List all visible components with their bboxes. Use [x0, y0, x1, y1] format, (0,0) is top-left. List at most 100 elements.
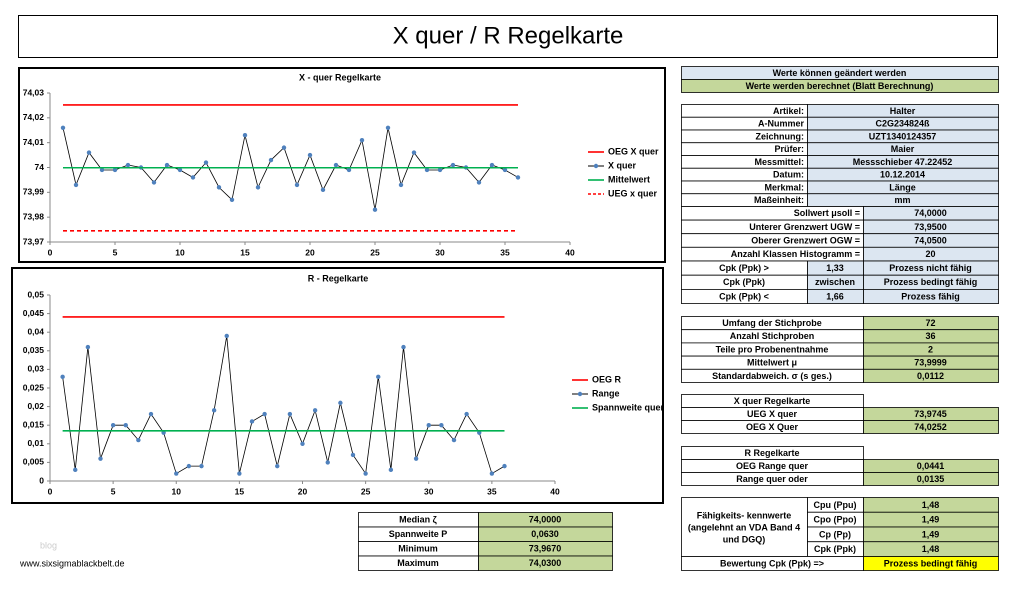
cell-text: 73,9500 — [914, 222, 947, 232]
x-tick-label: 20 — [298, 486, 308, 496]
x-tick-label: 35 — [500, 247, 510, 257]
x-tick-label: 10 — [172, 486, 182, 496]
cell-text: Anzahl Klassen Histogramm = — [731, 249, 860, 259]
cell-text: 73,9670 — [529, 544, 562, 554]
y-tick-label: 0,035 — [23, 345, 45, 355]
data-point — [426, 423, 431, 428]
cell-text: Cpk (Ppk) > — [719, 263, 769, 273]
data-point — [174, 471, 179, 476]
cell-text: 1,49 — [922, 529, 940, 539]
chart-box — [18, 67, 666, 263]
y-tick-label: 0,015 — [23, 419, 45, 429]
cell-text: 73,9745 — [914, 409, 947, 419]
x-tick-label: 0 — [48, 486, 53, 496]
cell-text: Werte können geändert werden — [773, 68, 907, 78]
table-cell — [863, 420, 999, 434]
cell-text: OEG Range quer — [736, 461, 809, 471]
footer-url: www.sixsigmablackbelt.de — [19, 558, 125, 568]
cell-text: 74,0000 — [529, 515, 562, 525]
data-point — [325, 460, 330, 465]
data-point — [242, 133, 248, 138]
x-tick-label: 40 — [565, 247, 575, 257]
page-title: X quer / R Regelkarte — [393, 22, 624, 49]
cell-text: Cpo (Ppo) — [814, 515, 857, 525]
cell-text: Artikel: — [773, 106, 804, 116]
data-point — [275, 463, 280, 469]
legend-label: X quer — [608, 160, 637, 170]
cell-text: Fähigkeits- kennwerte — [697, 510, 792, 520]
data-point — [515, 175, 521, 180]
legend-marker — [577, 391, 583, 397]
cell-text: 1,48 — [922, 500, 940, 510]
data-point — [300, 441, 305, 446]
data-point — [307, 152, 313, 158]
cell-text: Cpk (Ppk) < — [719, 291, 769, 301]
y-tick-label: 0,04 — [27, 326, 44, 336]
data-point — [203, 160, 209, 165]
table-cell — [863, 288, 999, 304]
cell-text: Merkmal: — [764, 182, 804, 192]
data-point — [312, 408, 318, 413]
cell-text: Datum: — [773, 170, 804, 180]
x-tick-label: 20 — [305, 247, 315, 257]
cell-text: 20 — [925, 249, 935, 259]
x-tick-label: 0 — [48, 247, 53, 257]
y-tick-label: 0,005 — [23, 457, 45, 467]
x-tick-label: 25 — [361, 486, 371, 496]
data-point — [73, 467, 78, 473]
chart-title: X - quer Regelkarte — [299, 72, 381, 82]
data-point — [98, 456, 103, 461]
cell-text: 74,0252 — [914, 422, 947, 432]
cell-text: 74,0500 — [914, 235, 947, 245]
cell-text: (angelehnt an VDA Band 4 — [688, 522, 800, 532]
y-tick-label: 0,02 — [27, 401, 44, 411]
cell-text: 1,48 — [922, 544, 940, 554]
data-point — [123, 423, 128, 428]
y-tick-label: 0,045 — [23, 308, 45, 318]
data-point — [164, 162, 170, 168]
cell-text: und DGQ) — [723, 534, 766, 544]
y-tick-label: 73,98 — [23, 211, 45, 221]
data-point — [388, 467, 394, 473]
cell-text: Range quer oder — [736, 474, 808, 484]
cell-text: X quer Regelkarte — [734, 396, 811, 406]
data-point — [376, 374, 381, 380]
cell-text: Länge — [889, 182, 916, 192]
data-point — [401, 344, 406, 350]
x-tick-label: 35 — [487, 486, 497, 496]
data-point — [73, 182, 79, 188]
data-point — [346, 167, 352, 173]
data-point — [190, 175, 196, 180]
cell-text: 1,33 — [826, 263, 844, 273]
cell-text: Median ζ — [399, 515, 437, 525]
data-point — [413, 456, 419, 461]
data-point — [60, 374, 65, 380]
legend-marker — [593, 163, 599, 169]
cell-text: Mittelwert μ — [747, 358, 797, 368]
y-tick-label: 0,01 — [27, 438, 44, 448]
y-tick-label: 74 — [35, 162, 45, 172]
data-point — [85, 344, 91, 350]
data-point — [255, 185, 261, 190]
data-point — [237, 471, 242, 476]
legend-label: Mittelwert — [608, 174, 650, 184]
data-point — [211, 408, 217, 413]
data-point — [424, 167, 430, 173]
data-point — [294, 182, 300, 188]
cell-text: Unterer Grenzwert UGW = — [749, 222, 860, 232]
data-point — [350, 452, 356, 458]
table-cell — [478, 555, 613, 571]
cell-text: Cp (Pp) — [819, 529, 851, 539]
cell-text: Sollwert μsoll = — [794, 208, 860, 218]
cell-text: Maximum — [397, 558, 439, 568]
data-point — [489, 162, 495, 168]
legend-label: OEG X quer — [608, 146, 659, 156]
data-point — [451, 437, 457, 443]
data-point — [363, 471, 368, 476]
data-point — [333, 162, 339, 168]
cell-text: 0,0630 — [531, 529, 559, 539]
chart-title: R - Regelkarte — [308, 273, 369, 283]
data-point — [439, 423, 444, 428]
cell-text: Standardabweich. σ (s ges.) — [712, 371, 832, 381]
